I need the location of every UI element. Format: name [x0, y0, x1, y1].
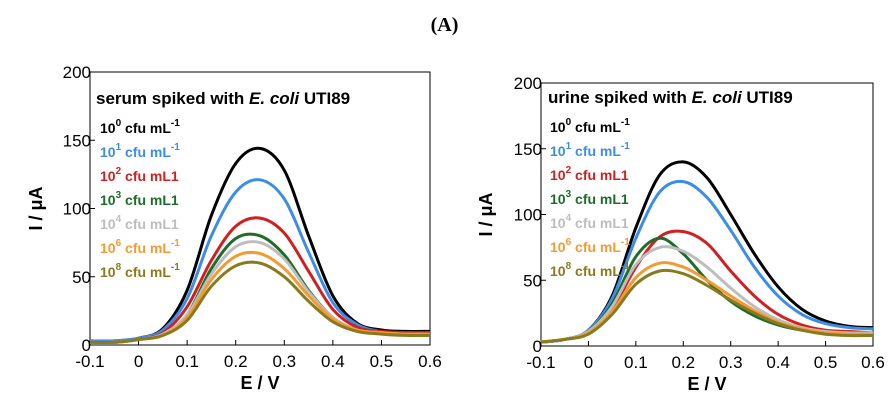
chart-0-title: serum spiked with E. coli UTI89: [96, 89, 350, 108]
chart-0-legend-entry-2: 102 cfu mL1: [100, 166, 179, 184]
chart-0-y-tick-label: 150: [63, 131, 91, 150]
chart-1-legend-entry-2: 102 cfu mL1: [550, 165, 629, 183]
chart-1-y-tick-label: 0: [533, 337, 542, 356]
chart-1-x-tick-label: 0.4: [766, 353, 790, 372]
chart-0-x-tick-label: -0.1: [75, 352, 104, 371]
chart-1-x-tick-label: 0.3: [719, 353, 743, 372]
chart-0-y-tick-label: 50: [72, 268, 91, 287]
chart-0-series-line-6: [89, 260, 431, 344]
chart-0-legend-entry-3: 103 cfu mL1: [100, 190, 179, 208]
chart-0-legend-entry-6: 108 cfu mL-1: [100, 262, 180, 280]
chart-0-x-tick-label: 0.2: [224, 352, 248, 371]
chart-1-y-tick-label: 200: [514, 74, 542, 93]
chart-1-legend-entry-1: 101 cfu mL-1: [550, 141, 630, 159]
chart-1-y-axis-label: I / μA: [476, 192, 496, 236]
chart-0-x-tick-label: 0.5: [370, 352, 394, 371]
chart-0-y-tick-label: 200: [63, 63, 91, 82]
chart-0-y-tick-label: 0: [82, 336, 91, 355]
chart-0-legend-entry-1: 101 cfu mL-1: [100, 142, 180, 160]
chart-1-x-tick-label: 0.2: [671, 353, 695, 372]
chart-0-x-tick-label: 0.1: [175, 352, 199, 371]
chart-0-y-axis-label: I / μA: [26, 186, 46, 230]
chart-1-title: urine spiked with E. coli UTI89: [548, 88, 793, 107]
chart-1-y-tick-label: 150: [514, 140, 542, 159]
chart-1-y-tick-label: 100: [514, 206, 542, 225]
chart-1-legend-entry-0: 100 cfu mL-1: [550, 117, 630, 135]
chart-1-legend-entry-6: 108 cfu mL-1: [550, 261, 630, 279]
chart-1-legend-entry-3: 103 cfu mL1: [550, 189, 629, 207]
chart-1-legend-entry-5: 106 cfu mL-1: [550, 237, 630, 255]
chart-1-series-line-6: [540, 268, 874, 344]
chart-0-x-tick-label: 0: [134, 352, 143, 371]
chart-1-x-axis-label: E / V: [687, 374, 726, 394]
chart-0-legend-entry-5: 106 cfu mL-1: [100, 238, 180, 256]
chart-0-x-tick-label: 0.3: [272, 352, 296, 371]
figure-label: (A): [430, 14, 459, 36]
chart-1-x-tick-label: 0.1: [624, 353, 648, 372]
chart-0-x-tick-label: 0.4: [321, 352, 345, 371]
chart-0-x-axis-label: E / V: [240, 373, 279, 393]
chart-1-x-tick-label: 0.6: [861, 353, 885, 372]
chart-0-x-tick-label: 0.6: [418, 352, 442, 371]
chart-1-x-tick-label: 0: [584, 353, 593, 372]
chart-1-legend-entry-4: 104 cfu mL1: [550, 213, 629, 231]
chart-0-legend-entry-4: 104 cfu mL1: [100, 214, 179, 232]
chart-1-x-tick-label: 0.5: [814, 353, 838, 372]
chart-0-y-tick-label: 100: [63, 200, 91, 219]
chart-1-y-tick-label: 50: [523, 271, 542, 290]
chart-0-legend-entry-0: 100 cfu mL-1: [100, 118, 180, 136]
chart-1-x-tick-label: -0.1: [526, 353, 555, 372]
